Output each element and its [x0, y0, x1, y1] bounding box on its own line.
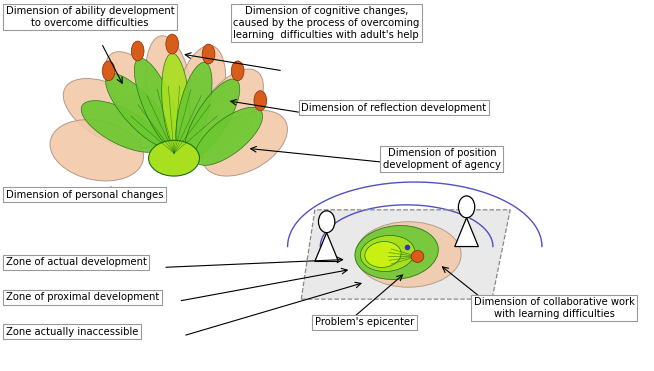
- Ellipse shape: [81, 101, 162, 152]
- Polygon shape: [455, 218, 478, 247]
- Ellipse shape: [131, 41, 144, 61]
- Ellipse shape: [202, 111, 288, 176]
- Ellipse shape: [365, 242, 401, 267]
- Ellipse shape: [194, 107, 263, 165]
- Ellipse shape: [145, 36, 194, 146]
- Ellipse shape: [63, 79, 161, 148]
- Ellipse shape: [190, 69, 264, 158]
- Ellipse shape: [102, 61, 115, 81]
- Text: Zone actually inaccessible: Zone actually inaccessible: [6, 327, 138, 337]
- Ellipse shape: [458, 196, 475, 218]
- Ellipse shape: [50, 119, 144, 181]
- Text: Problem's epicenter: Problem's epicenter: [315, 317, 414, 327]
- Ellipse shape: [232, 61, 244, 81]
- Text: Dimension of collaborative work
with learning difficulties: Dimension of collaborative work with lea…: [474, 297, 635, 319]
- Ellipse shape: [166, 34, 179, 54]
- Text: Dimension of ability development
to overcome difficulties: Dimension of ability development to over…: [6, 6, 175, 28]
- Ellipse shape: [184, 79, 240, 158]
- Ellipse shape: [173, 46, 226, 152]
- Text: Zone of proximal development: Zone of proximal development: [6, 292, 159, 302]
- Text: Dimension of cognitive changes,
caused by the process of overcoming
learning  di: Dimension of cognitive changes, caused b…: [233, 6, 419, 40]
- Ellipse shape: [162, 53, 190, 152]
- Text: Dimension of position
development of agency: Dimension of position development of age…: [383, 148, 501, 170]
- Ellipse shape: [134, 58, 181, 149]
- Ellipse shape: [411, 250, 424, 262]
- Ellipse shape: [148, 140, 199, 176]
- Polygon shape: [315, 233, 339, 262]
- Ellipse shape: [176, 62, 212, 155]
- Ellipse shape: [105, 52, 179, 142]
- Text: Dimension of reflection development: Dimension of reflection development: [301, 103, 487, 113]
- Ellipse shape: [356, 222, 461, 287]
- Text: Dimension of personal changes: Dimension of personal changes: [6, 190, 164, 200]
- Text: Zone of actual development: Zone of actual development: [6, 257, 146, 267]
- Ellipse shape: [105, 73, 173, 148]
- Polygon shape: [301, 210, 510, 299]
- Ellipse shape: [355, 226, 438, 279]
- Ellipse shape: [360, 236, 415, 272]
- Ellipse shape: [254, 91, 267, 111]
- Ellipse shape: [202, 44, 215, 64]
- Ellipse shape: [318, 211, 335, 233]
